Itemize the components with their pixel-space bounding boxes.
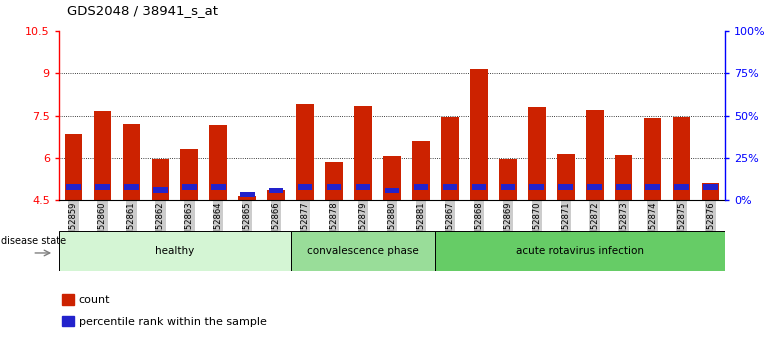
Bar xyxy=(470,69,488,200)
Bar xyxy=(471,184,486,190)
Bar xyxy=(95,184,110,190)
Bar xyxy=(64,134,82,200)
Bar xyxy=(442,184,457,190)
Bar xyxy=(62,316,74,326)
Bar xyxy=(327,184,342,190)
Bar xyxy=(528,107,546,200)
Bar xyxy=(238,196,256,200)
Bar xyxy=(122,124,140,200)
Bar xyxy=(66,184,81,190)
Bar xyxy=(529,184,544,190)
Bar xyxy=(558,184,573,190)
Bar xyxy=(124,184,139,190)
Text: disease state: disease state xyxy=(1,236,67,246)
Bar xyxy=(703,184,718,190)
Bar xyxy=(557,154,575,200)
Bar xyxy=(240,192,255,197)
Bar xyxy=(702,183,720,200)
Text: percentile rank within the sample: percentile rank within the sample xyxy=(78,317,267,326)
Bar xyxy=(385,188,399,193)
Bar xyxy=(59,231,291,271)
Bar xyxy=(153,187,168,193)
Bar xyxy=(500,184,515,190)
Bar xyxy=(435,231,725,271)
Bar xyxy=(354,106,372,200)
Bar xyxy=(269,188,284,193)
Bar xyxy=(645,184,660,190)
Bar xyxy=(414,184,428,190)
Bar xyxy=(499,159,517,200)
Bar xyxy=(412,141,430,200)
Bar xyxy=(267,190,285,200)
Bar xyxy=(296,104,314,200)
Bar xyxy=(673,117,691,200)
Bar xyxy=(151,159,169,200)
Bar xyxy=(616,184,631,190)
Text: convalescence phase: convalescence phase xyxy=(307,246,419,256)
Bar xyxy=(615,155,633,200)
Bar xyxy=(674,184,689,190)
Bar xyxy=(211,184,226,190)
Bar xyxy=(586,110,604,200)
Bar xyxy=(587,184,602,190)
Bar xyxy=(383,156,401,200)
Bar xyxy=(93,111,111,200)
Bar xyxy=(325,162,343,200)
Bar xyxy=(356,184,370,190)
Text: healthy: healthy xyxy=(155,246,194,256)
Bar xyxy=(180,149,198,200)
Text: count: count xyxy=(78,295,111,305)
Bar xyxy=(209,126,227,200)
Bar xyxy=(182,184,197,190)
Bar xyxy=(298,184,313,190)
Bar xyxy=(291,231,435,271)
Bar xyxy=(441,117,459,200)
Text: acute rotavirus infection: acute rotavirus infection xyxy=(517,246,644,256)
Bar xyxy=(62,294,74,305)
Bar xyxy=(644,118,662,200)
Text: GDS2048 / 38941_s_at: GDS2048 / 38941_s_at xyxy=(67,4,218,17)
